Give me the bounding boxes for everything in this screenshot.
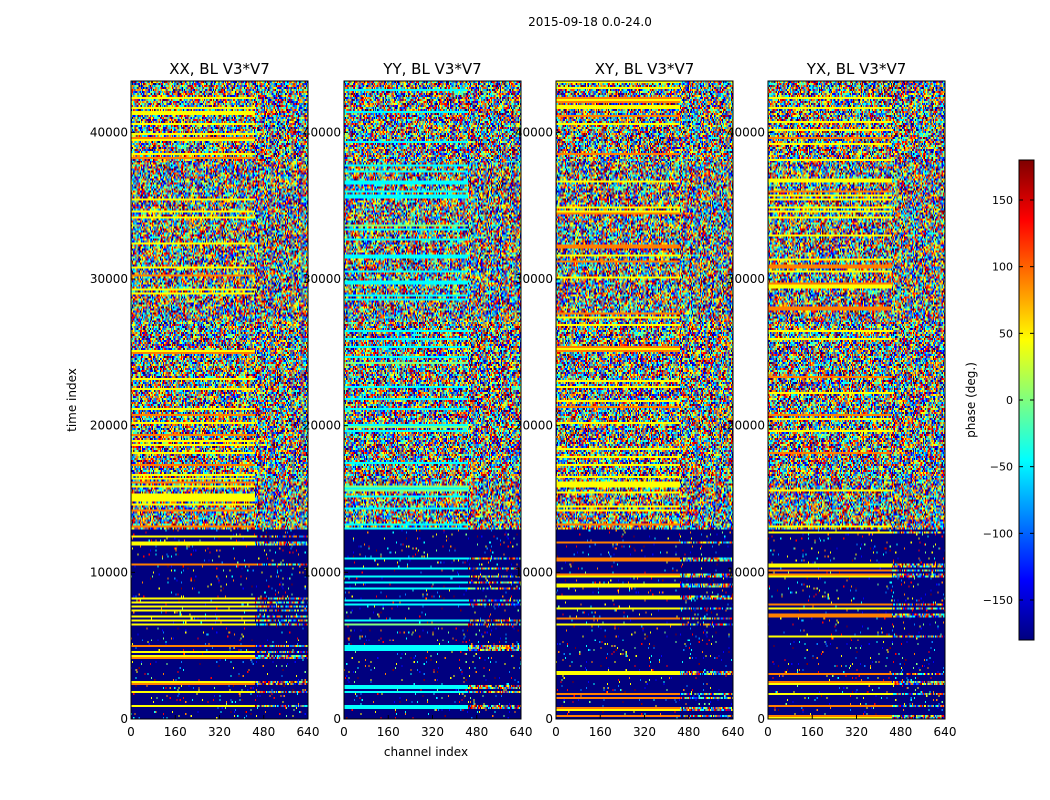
x-tick-label: 0: [127, 725, 135, 739]
panel-1: XX, BL V3*V7 0 160 320 480 640 0 10000 20000 3000…: [90, 60, 320, 739]
x-tick-label: 480: [465, 725, 488, 739]
y-tick-label: 30000: [727, 272, 765, 286]
x-tick-label: 640: [934, 725, 957, 739]
x-tick-label: 320: [845, 725, 868, 739]
panel-4: YX, BL V3*V7 0 160 320 480 640 0 10000 20000 3000…: [727, 60, 957, 739]
panel-3: XY, BL V3*V7 0 160 320 480 640 0 10000 20000 3000…: [515, 60, 745, 739]
x-tick-label: 640: [510, 725, 533, 739]
y-tick-label: 30000: [303, 272, 341, 286]
x-tick-label: 320: [633, 725, 656, 739]
colorbar: 150 100 50 0 −50 −100 −150: [983, 159, 1035, 641]
x-tick-label: 480: [677, 725, 700, 739]
y-tick-label: 30000: [515, 272, 553, 286]
x-tick-label: 0: [764, 725, 772, 739]
y-tick-label: 0: [333, 712, 341, 726]
y-tick-label: 20000: [727, 419, 765, 433]
x-tick-label: 160: [589, 725, 612, 739]
panel-title: YY, BL V3*V7: [382, 60, 481, 78]
panel-title: XY, BL V3*V7: [595, 60, 695, 78]
y-tick-label: 40000: [303, 125, 341, 139]
y-tick-label: 0: [545, 712, 553, 726]
y-axis-label: time index: [65, 368, 79, 432]
figure-title: 2015-09-18 0.0-24.0: [528, 15, 652, 29]
x-tick-label: 320: [208, 725, 231, 739]
panel-2: YY, BL V3*V7 0 160 320 480 640 0 10000 20000 3000…: [303, 60, 533, 739]
x-tick-label: 640: [297, 725, 320, 739]
y-tick-label: 20000: [515, 419, 553, 433]
y-tick-label: 40000: [727, 125, 765, 139]
colorbar-tick-label: −50: [990, 461, 1013, 474]
panels: XX, BL V3*V7 0 160 320 480 640 0 10000 20000 3000…: [90, 60, 957, 739]
colorbar-tick-label: −100: [983, 527, 1013, 540]
x-tick-label: 160: [801, 725, 824, 739]
y-tick-label: 40000: [90, 125, 128, 139]
colorbar-tick-label: 50: [999, 327, 1013, 340]
x-axis-label: channel index: [384, 745, 468, 759]
y-tick-label: 20000: [303, 419, 341, 433]
x-tick-label: 160: [377, 725, 400, 739]
x-tick-label: 320: [421, 725, 444, 739]
x-tick-label: 0: [340, 725, 348, 739]
panel-title: XX, BL V3*V7: [169, 60, 270, 78]
y-tick-label: 10000: [727, 565, 765, 579]
y-tick-label: 20000: [90, 419, 128, 433]
panel-title: YX, BL V3*V7: [806, 60, 907, 78]
colorbar-tick-label: −150: [983, 594, 1013, 607]
panel-heatmap: [344, 81, 521, 719]
y-tick-label: 0: [120, 712, 128, 726]
colorbar-label: phase (deg.): [964, 362, 978, 438]
colorbar-tick-label: 150: [992, 194, 1013, 207]
x-tick-label: 640: [722, 725, 745, 739]
y-tick-label: 30000: [90, 272, 128, 286]
colorbar-tick-label: 0: [1006, 394, 1013, 407]
colorbar-tick-label: 100: [992, 261, 1013, 274]
y-tick-label: 0: [757, 712, 765, 726]
panel-heatmap: [131, 81, 308, 719]
panel-heatmap: [556, 81, 733, 719]
y-tick-label: 10000: [303, 565, 341, 579]
y-tick-label: 10000: [90, 565, 128, 579]
x-tick-label: 480: [889, 725, 912, 739]
y-tick-label: 40000: [515, 125, 553, 139]
y-tick-label: 10000: [515, 565, 553, 579]
x-tick-label: 160: [164, 725, 187, 739]
x-tick-label: 480: [252, 725, 275, 739]
panel-heatmap: [768, 81, 945, 719]
x-tick-label: 0: [552, 725, 560, 739]
